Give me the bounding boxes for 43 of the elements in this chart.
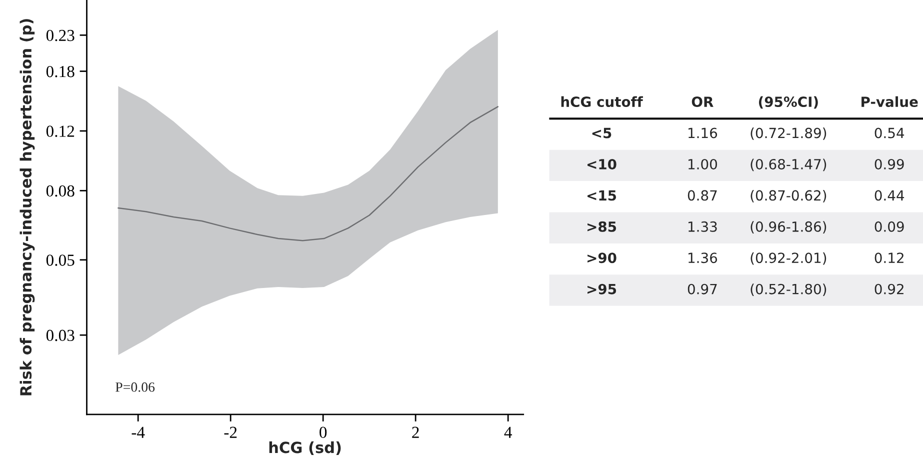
text: <15: [588, 190, 616, 201]
x-axis-title: hCG (sd): [269, 441, 341, 456]
text: <5: [592, 128, 612, 138]
y-tick-label: 0.05: [46, 254, 74, 266]
y-tick-label: 0.18: [46, 66, 74, 78]
text: <10: [588, 158, 616, 170]
x-tick-label: -4: [132, 426, 145, 438]
text: (0.72-1.89): [750, 128, 826, 140]
y-tick-label: 0.03: [46, 330, 74, 342]
text: 0.44: [874, 190, 904, 201]
y-tick-label: 0.23: [46, 30, 74, 42]
x-tick-label: 2: [412, 426, 419, 438]
text: (0.68-1.47): [750, 158, 826, 172]
text: 0.54: [874, 128, 904, 138]
text: (0.87-0.62): [750, 190, 826, 202]
text: 0.92: [874, 284, 904, 294]
text: 0.97: [688, 284, 717, 294]
text: OR: [692, 96, 714, 108]
text: >90: [588, 252, 616, 264]
text: >85: [588, 221, 616, 232]
text: (0.92-2.01): [750, 252, 826, 265]
text: 1.36: [688, 252, 718, 264]
text: (95%CI): [758, 96, 818, 109]
y-tick-label: 0.12: [46, 126, 74, 137]
x-tick-label: 0: [320, 426, 327, 438]
text: P-value: [862, 96, 918, 108]
annotation: P=0.06: [116, 382, 155, 392]
text: hCG cutoff: [561, 96, 643, 108]
y-axis-title: Risk of pregnancy-induced hypertension (p): [20, 19, 35, 396]
text: 0.09: [874, 221, 904, 232]
text: (0.96-1.86): [750, 221, 826, 234]
text: 1.16: [688, 128, 718, 138]
line-series: [118, 106, 499, 242]
text: 1.00: [688, 158, 717, 170]
text: 0.99: [874, 158, 904, 170]
y-tick-label: 0.08: [46, 185, 74, 197]
text: (0.52-1.80): [750, 284, 826, 296]
text: >95: [588, 284, 616, 294]
text: 0.87: [688, 190, 717, 201]
text: 1.33: [688, 221, 717, 232]
text: 0.12: [874, 252, 904, 264]
x-tick-label: -2: [224, 426, 237, 438]
x-tick-label: 4: [504, 426, 512, 438]
